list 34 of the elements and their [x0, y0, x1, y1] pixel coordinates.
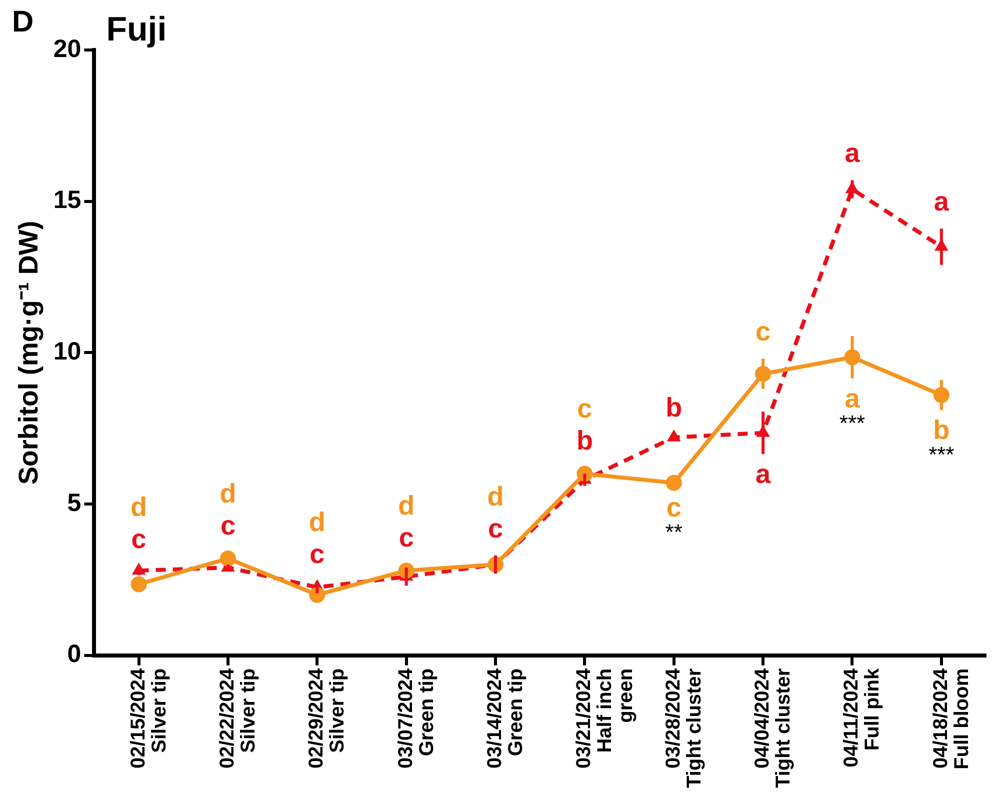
data-label: d — [398, 490, 415, 520]
data-label: b — [576, 426, 593, 456]
chart-title: Fuji — [106, 10, 167, 48]
x-tick-label: 03/07/2024 Green tip — [394, 667, 438, 768]
data-label: d — [130, 492, 148, 522]
x-tick-label: 02/15/2024 Silver tip — [127, 667, 170, 768]
data-label: a — [934, 186, 950, 217]
data-label: a — [756, 459, 772, 490]
x-tick-label: 02/22/2024 Silver tip — [216, 667, 260, 768]
text: D — [12, 5, 34, 38]
x-tick-label: 04/11/2024 Full pink — [840, 667, 884, 768]
data-label: c — [488, 513, 504, 544]
data-label: c — [310, 539, 325, 570]
data-label: d — [487, 481, 504, 512]
data-label: c — [756, 316, 771, 347]
data-label: c — [398, 522, 414, 552]
x-tick-label: 03/14/2024 Green tip — [484, 667, 528, 768]
y-axis-title: Sorbitol (mg·g⁻¹ DW) — [14, 220, 44, 485]
x-tick-label: 04/04/2024 Tight cluster — [752, 667, 795, 788]
y-tick-label: 15 — [53, 186, 82, 214]
data-label: b — [666, 392, 682, 422]
data-label: d — [308, 507, 326, 538]
data-label: d — [220, 478, 236, 508]
y-tick-label: 0 — [67, 640, 82, 668]
y-tick-label: 20 — [53, 34, 82, 63]
x-tick-label: 03/21/2024 Half inch green — [573, 667, 638, 768]
x-tick-label: 04/18/2024 Full bloom — [930, 667, 973, 770]
y-tick-label: 5 — [67, 488, 82, 517]
data-label: c — [131, 524, 146, 554]
x-tick-label: 02/29/2024 Silver tip — [306, 667, 349, 768]
data-label: c — [577, 394, 592, 424]
data-label: c — [220, 510, 236, 540]
data-label: a — [844, 138, 861, 168]
y-tick-label: 10 — [53, 338, 82, 366]
